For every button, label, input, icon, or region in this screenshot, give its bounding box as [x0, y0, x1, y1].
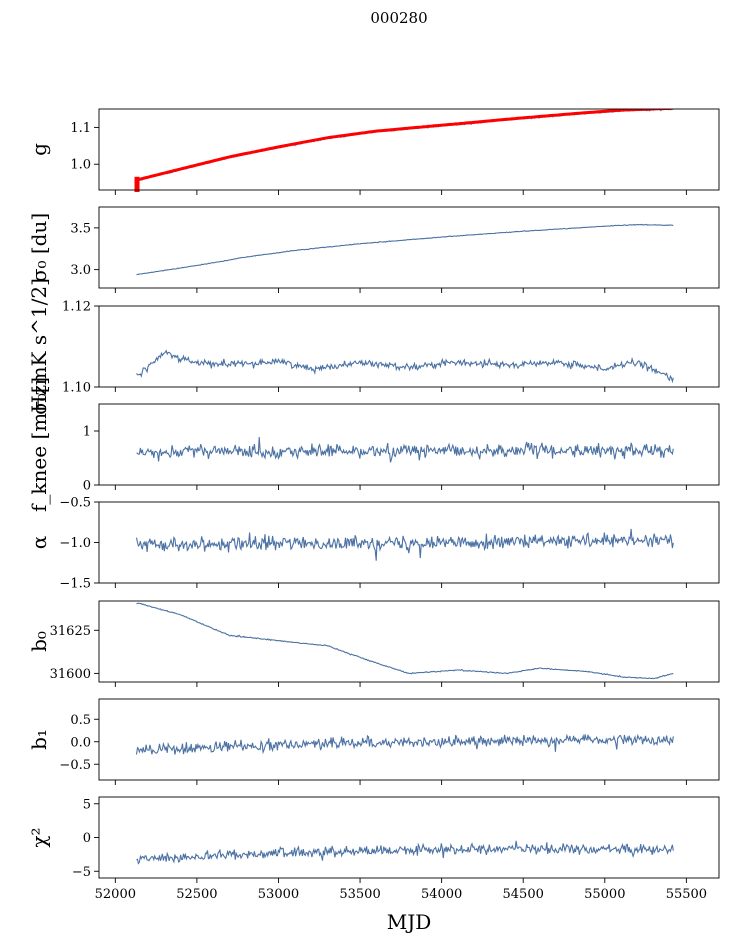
y-axis-label: σ₀[mK s^1/2]: [27, 278, 51, 415]
series-line-sigma0_du: [136, 223, 674, 276]
y-tick-label: −0.5: [59, 758, 91, 773]
y-tick-label: 31600: [50, 667, 91, 682]
y-tick-label: 3.0: [70, 263, 91, 278]
series-line-sigma0_mk: [136, 349, 674, 384]
x-tick-label: 53000: [258, 887, 299, 902]
series-line-fknee: [136, 437, 674, 463]
panel-sigma0_mk: 1.10 1.12 σ₀[mK s^1/2]: [27, 278, 720, 415]
y-tick-label: 1.1: [70, 121, 91, 136]
panel-frame: [98, 108, 720, 191]
panel-frame: [98, 698, 720, 781]
x-tick-label: 55000: [584, 887, 625, 902]
x-axis-label: MJD: [387, 910, 432, 934]
panel-frame: [98, 206, 720, 289]
series-line-b1: [135, 733, 674, 755]
panel-frame: [98, 600, 720, 683]
y-axis-label: f_knee [mHz]: [27, 377, 51, 512]
panel-sigma0_du: 3.0 3.5 σ₀ [du]: [27, 206, 720, 293]
x-tick-label: 52000: [95, 887, 136, 902]
y-tick-label: −0.5: [59, 496, 91, 511]
y-axis-label: σ₀ [du]: [27, 213, 51, 282]
panel-frame: [98, 796, 720, 879]
overlay-start-mark: [134, 176, 140, 192]
panel-alpha: −1.5 −1.0 −0.5 α: [27, 496, 720, 592]
series-line-alpha: [135, 528, 674, 561]
y-axis-label: χ²: [27, 827, 51, 847]
y-tick-label: 0: [83, 831, 91, 846]
panel-g: 1.0 1.1 g: [27, 108, 720, 195]
y-tick-label: 0.0: [70, 735, 91, 750]
x-tick-label: 55500: [666, 887, 707, 902]
y-tick-label: 1.12: [62, 300, 91, 315]
x-tick-label: 52500: [176, 887, 217, 902]
panel-b1: −0.5 0.0 0.5 b₁: [27, 698, 720, 785]
y-axis-label: g: [27, 143, 51, 156]
x-tick-label: 54500: [503, 887, 544, 902]
chart-title: 000280: [370, 9, 427, 27]
y-tick-label: 1.10: [62, 381, 91, 396]
x-tick-label: 54000: [421, 887, 462, 902]
x-tick-label: 53500: [339, 887, 380, 902]
y-tick-label: −5: [72, 865, 91, 880]
y-axis-label: b₁: [27, 729, 51, 750]
panel-fknee: 0 1 f_knee [mHz]: [27, 377, 720, 512]
y-axis-label: b₀: [27, 631, 51, 652]
y-tick-label: 1: [83, 425, 91, 440]
series-line-chi2: [136, 840, 674, 865]
y-tick-label: 1.0: [70, 158, 91, 173]
series-line-g: [136, 109, 674, 182]
panel-frame: [98, 305, 720, 388]
y-tick-label: −1.5: [59, 577, 91, 592]
y-axis-label: α: [27, 536, 51, 550]
panel-frame: [98, 403, 720, 486]
panel-chi2: −5 0 5 52000 52500 53000 53500 54000 54500 55000 5…: [27, 796, 720, 902]
y-tick-label: 0: [83, 479, 91, 494]
panels: 1.0 1.1 g 3.0 3.5 σ₀ [du] 1.10 1.12 σ₀[mK s^1/2]…: [27, 108, 720, 902]
y-tick-label: 0.5: [70, 713, 91, 728]
y-tick-label: 5: [83, 797, 91, 812]
series-line-b0: [136, 602, 674, 680]
y-tick-label: −1.0: [59, 536, 91, 551]
panel-frame: [98, 501, 720, 584]
overlay-line-g: [136, 109, 674, 182]
y-tick-label: 31625: [50, 624, 91, 639]
y-tick-label: 3.5: [70, 221, 91, 236]
